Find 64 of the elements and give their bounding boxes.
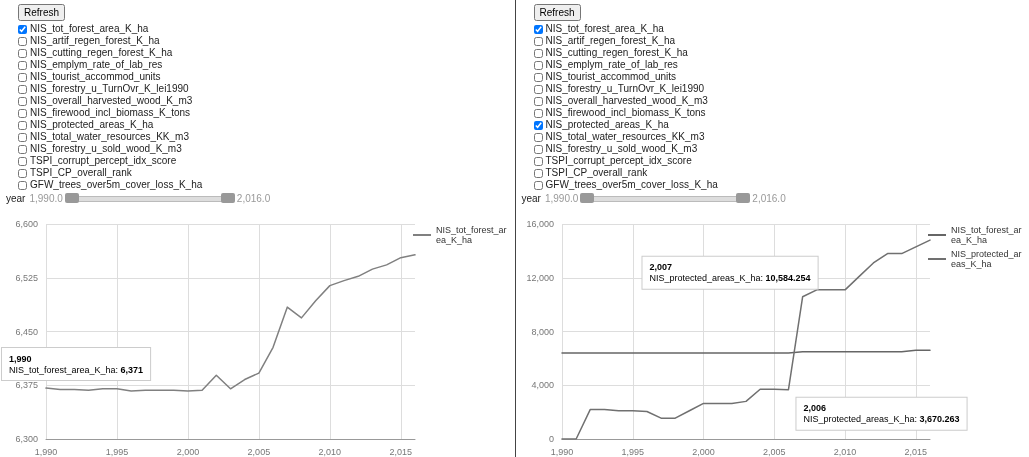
y-tick-label: 4,000 <box>530 380 554 391</box>
text: NIS_forestry_u_sold_wood_K_m3 <box>545 143 698 155</box>
legend-label: NIS_tot_forest_area_K_ha <box>436 225 507 245</box>
text: NIS_emplym_rate_of_lab_res <box>30 59 163 71</box>
text: NIS_tourist_accommod_units <box>30 71 161 83</box>
text: NIS_overall_harvested_wood_K_m3 <box>545 95 708 107</box>
legend-label: NIS_protected_areas_K_ha <box>950 249 1022 269</box>
text: GFW_trees_over5m_cover_loss_K_ha <box>545 179 718 191</box>
x-tick-label: 2,015 <box>389 446 413 457</box>
text: TSPI_CP_overall_rank <box>30 167 132 179</box>
text: 2,016.0 <box>236 192 271 204</box>
x-tick-label: 2,010 <box>833 446 856 457</box>
text: NIS_total_water_resources_KK_m3 <box>545 131 705 143</box>
button: Refresh <box>18 4 65 21</box>
text: NIS_forestry_u_TurnOvr_K_lei1990 <box>30 83 189 95</box>
text: 2,016.0 <box>752 192 786 204</box>
text: TSPI_corrupt_percept_idx_score <box>30 155 177 167</box>
text: NIS_emplym_rate_of_lab_res <box>545 59 678 71</box>
text: NIS_tourist_accommod_units <box>545 71 677 83</box>
y-tick-label: 8,000 <box>530 326 554 337</box>
text: 1,990.0 <box>544 192 579 204</box>
x-tick-label: 1,995 <box>105 446 129 457</box>
text: NIS_cutting_regen_forest_K_ha <box>30 47 173 59</box>
text: NIS_protected_areas_K_ha <box>30 119 154 131</box>
x-tick-label: 1,990 <box>34 446 58 457</box>
text: NIS_tot_forest_area_K_ha <box>545 23 664 35</box>
x-tick-label: 2,005 <box>762 446 786 457</box>
text: NIS_protected_areas_K_ha <box>545 119 669 131</box>
annotation: 2,007 NIS_protected_areas_K_ha: 10,584.254 <box>648 262 811 284</box>
text: NIS_forestry_u_sold_wood_K_m3 <box>30 143 182 155</box>
annotation: 2,006 NIS_protected_areas_K_ha: 3,670.263 <box>802 403 960 425</box>
y-tick-label: 6,600 <box>15 219 38 229</box>
y-tick-label: 6,450 <box>15 326 38 337</box>
text: year <box>521 192 541 204</box>
text: NIS_forestry_u_TurnOvr_K_lei1990 <box>545 83 705 95</box>
text: TSPI_CP_overall_rank <box>545 167 648 179</box>
text: NIS_overall_harvested_wood_K_m3 <box>30 95 193 107</box>
text: 1,990.0 <box>29 192 63 204</box>
x-tick-label: 1,995 <box>621 446 644 457</box>
text: GFW_trees_over5m_cover_loss_K_ha <box>30 179 203 191</box>
y-tick-label: 16,000 <box>525 219 554 229</box>
y-tick-label: 6,375 <box>15 380 38 391</box>
x-tick-label: 2,015 <box>904 446 927 457</box>
text: TSPI_corrupt_percept_idx_score <box>545 155 692 167</box>
y-tick-label: 6,300 <box>15 434 38 444</box>
x-tick-label: 2,000 <box>176 446 200 457</box>
x-tick-label: 2,005 <box>247 446 271 457</box>
button: Refresh <box>533 4 581 21</box>
annotation: 1,990 NIS_tot_forest_area_K_ha: 6,371 <box>9 353 144 375</box>
x-tick-label: 2,010 <box>318 446 342 457</box>
text: NIS_artif_regen_forest_K_ha <box>30 35 160 47</box>
text: NIS_tot_forest_area_K_ha <box>30 23 149 35</box>
text: NIS_firewood_incl_biomass_K_tons <box>30 107 191 119</box>
text: NIS_artif_regen_forest_K_ha <box>545 35 676 47</box>
y-tick-label: 6,525 <box>15 272 38 283</box>
x-tick-label: 2,000 <box>691 446 715 457</box>
x-tick-label: 1,990 <box>550 446 573 457</box>
legend-label: NIS_tot_forest_area_K_ha <box>950 225 1022 245</box>
text: NIS_cutting_regen_forest_K_ha <box>545 47 688 59</box>
text: NIS_total_water_resources_KK_m3 <box>30 131 189 143</box>
y-tick-label: 0 <box>548 434 554 444</box>
text: NIS_firewood_incl_biomass_K_tons <box>545 107 706 119</box>
y-tick-label: 12,000 <box>525 272 554 283</box>
text: year <box>6 192 26 204</box>
